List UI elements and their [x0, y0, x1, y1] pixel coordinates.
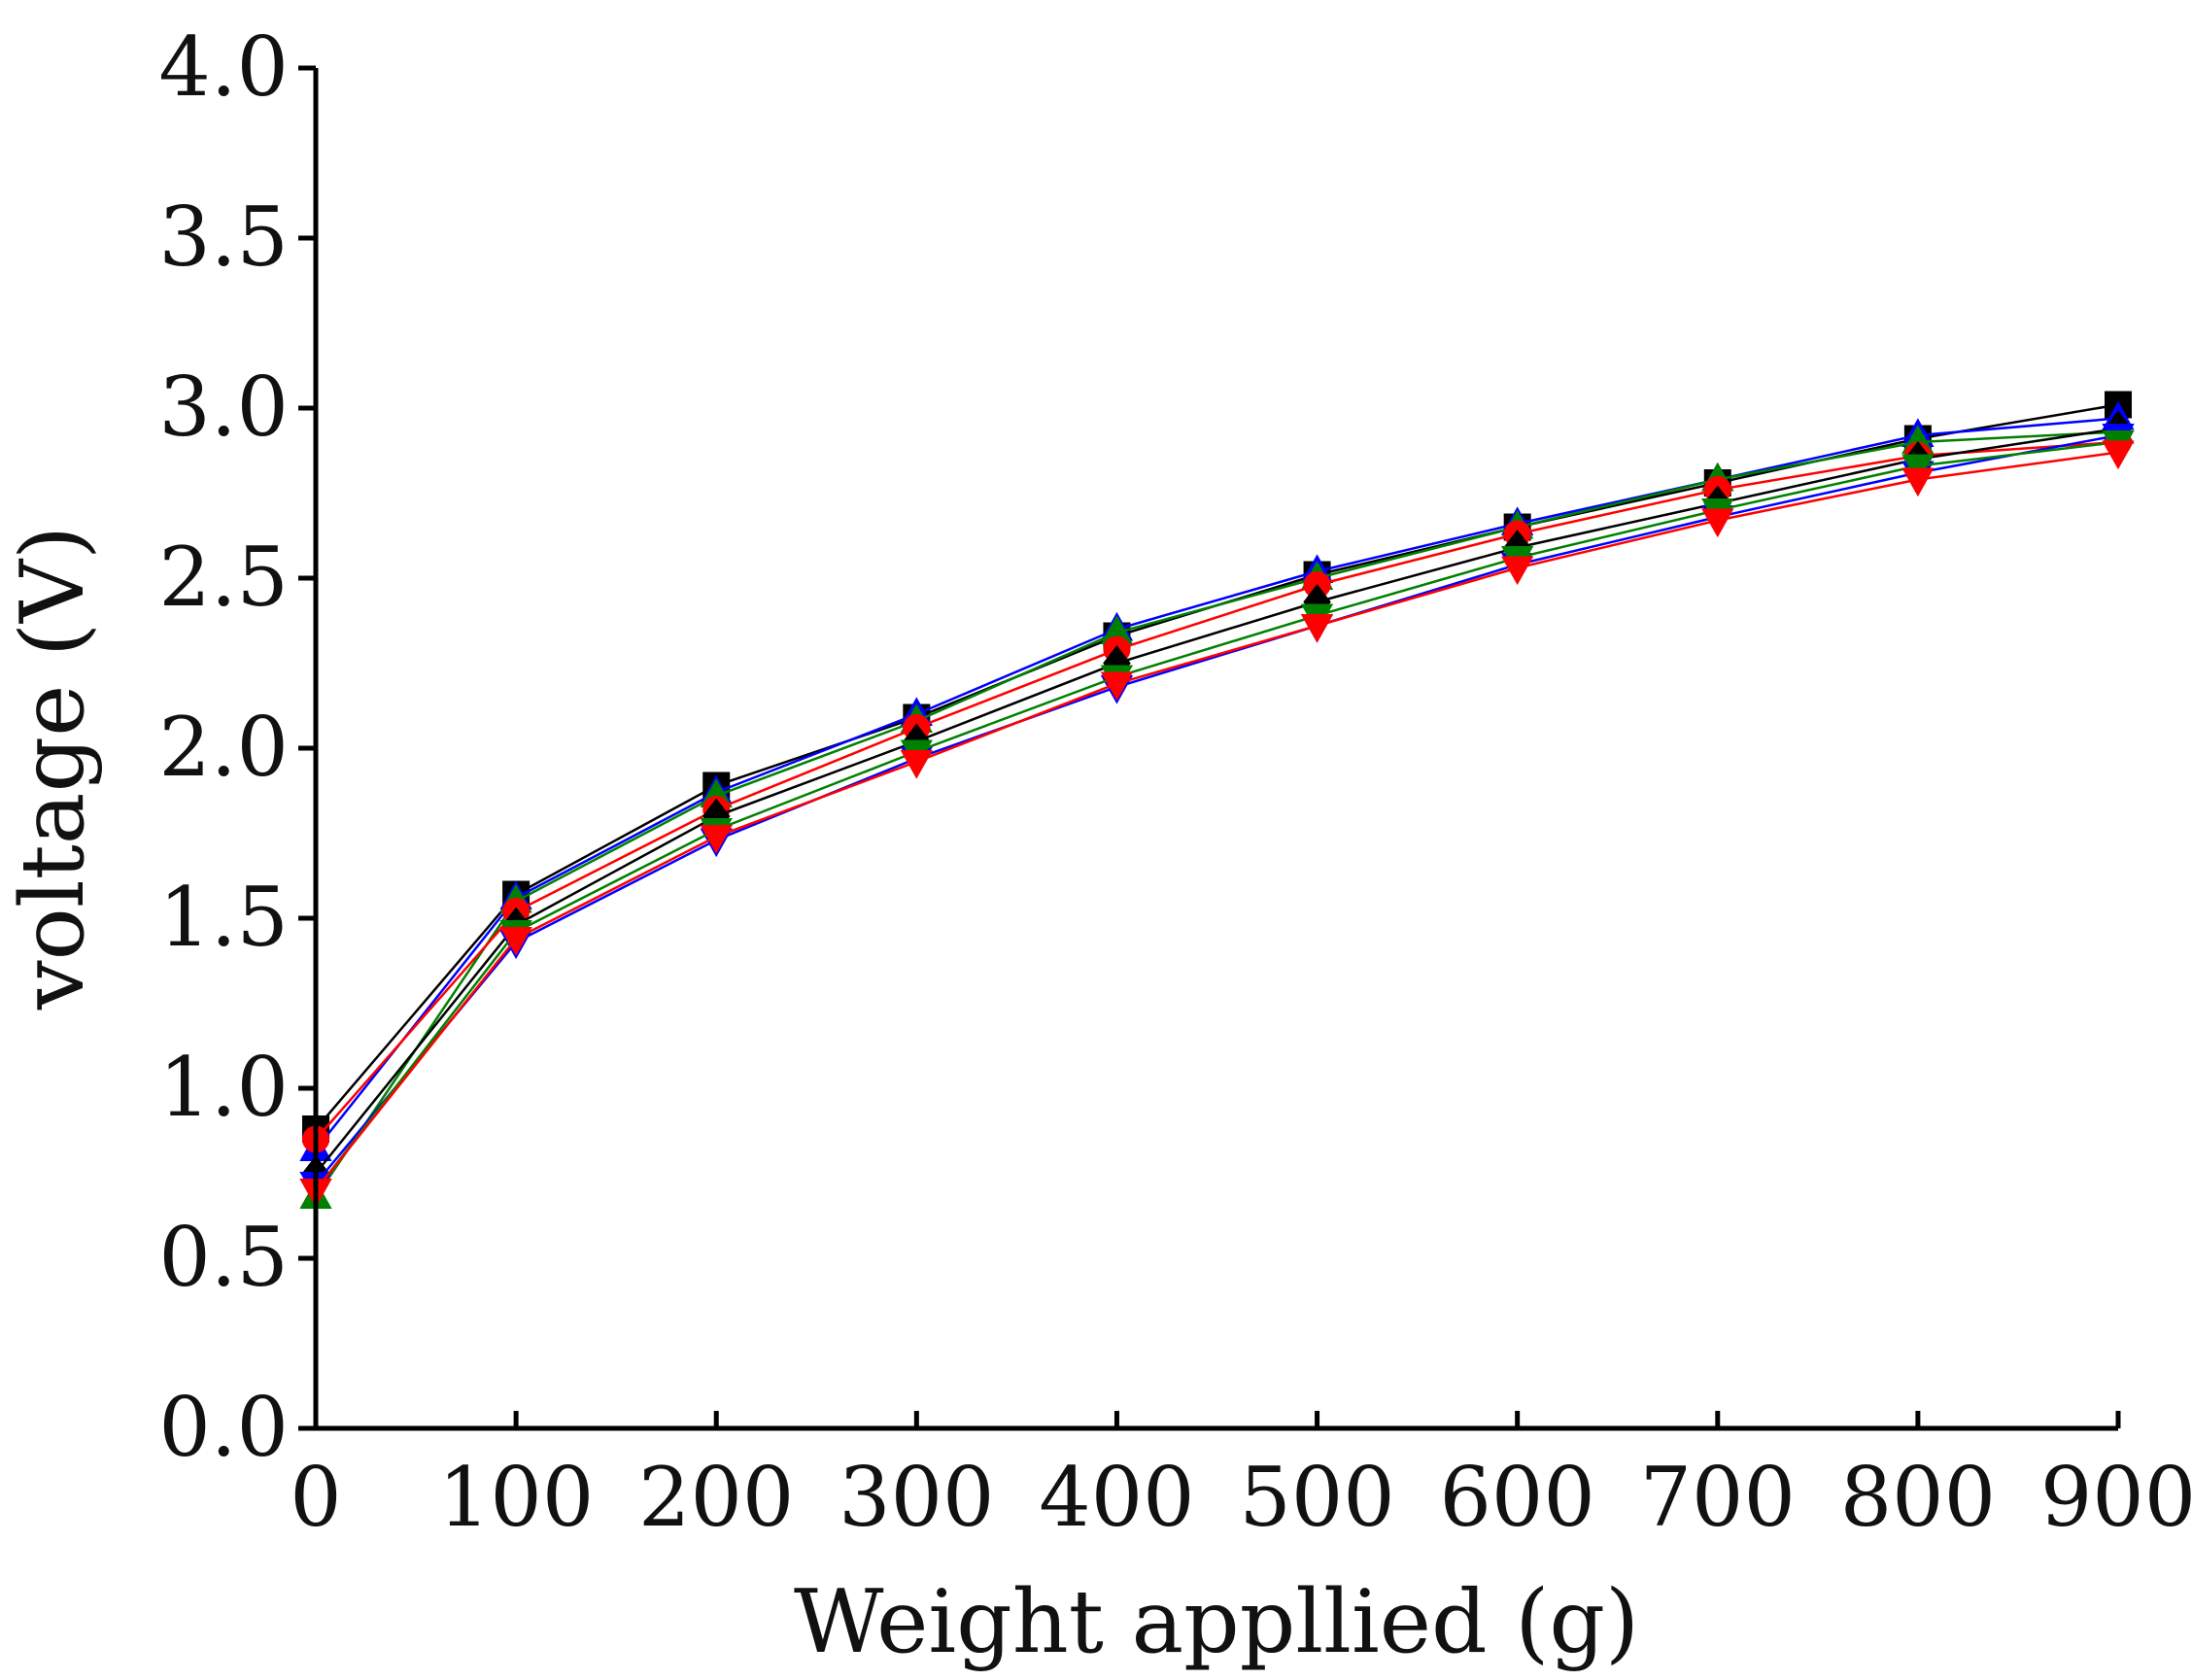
x-tick-label: 800 — [1840, 1450, 1996, 1545]
series-line — [314, 430, 2119, 1198]
x-tick-label: 900 — [2040, 1450, 2192, 1545]
series-line — [315, 451, 2119, 1191]
data-point — [2102, 440, 2135, 470]
y-tick-label: 3.0 — [158, 360, 289, 455]
data-point — [1701, 508, 1734, 538]
y-tick-label: 2.5 — [158, 530, 289, 625]
y-tick-label: 4.0 — [158, 19, 289, 115]
series-trial-1 — [302, 391, 2132, 1143]
data-point — [1901, 467, 1935, 497]
x-tick-label: 400 — [1039, 1450, 1194, 1545]
series-trial-7 — [299, 429, 2135, 1208]
series-line — [315, 440, 2119, 1141]
x-tick-label: 0 — [290, 1450, 341, 1545]
x-tick-label: 100 — [438, 1450, 594, 1545]
x-tick-label: 500 — [1239, 1450, 1394, 1545]
series-trial-8 — [299, 440, 2135, 1208]
x-tick-label: 600 — [1439, 1450, 1594, 1545]
data-point — [1300, 613, 1334, 643]
y-tick-label: 0.5 — [158, 1210, 289, 1305]
y-tick-label: 1.5 — [158, 870, 289, 965]
x-tick-label: 700 — [1640, 1450, 1796, 1545]
data-point — [900, 749, 933, 779]
series-trial-3 — [299, 414, 2135, 1210]
series-trial-4 — [302, 429, 2132, 1153]
ticks: 0.0 0.5 1.0 1.5 2.0 2.5 3.0 3.5 4.0 0 100 200 300 400… — [158, 19, 2192, 1545]
series-layer — [299, 391, 2135, 1210]
axes — [313, 68, 2118, 1431]
y-tick-label: 3.5 — [158, 189, 289, 285]
y-tick-label: 1.0 — [158, 1040, 289, 1135]
series-trial-5 — [301, 410, 2133, 1192]
x-tick-label: 200 — [638, 1450, 794, 1545]
x-tick-label: 300 — [839, 1450, 994, 1545]
data-point — [700, 824, 733, 854]
series-line — [315, 427, 2119, 1175]
series-line — [315, 433, 2119, 1184]
x-axis-title: Weight appllied (g) — [794, 1571, 1639, 1673]
series-line — [315, 417, 2119, 1150]
y-axis-title: voltage (V) — [2, 526, 104, 1011]
data-point — [499, 926, 532, 956]
series-trial-6 — [299, 423, 2135, 1201]
y-tick-label: 0.0 — [158, 1380, 289, 1475]
y-tick-label: 2.0 — [158, 700, 289, 795]
series-line — [315, 403, 2119, 1130]
data-point — [1501, 556, 1534, 586]
series-trial-2 — [299, 400, 2135, 1162]
series-line — [315, 440, 2119, 1191]
data-point — [1100, 671, 1134, 702]
